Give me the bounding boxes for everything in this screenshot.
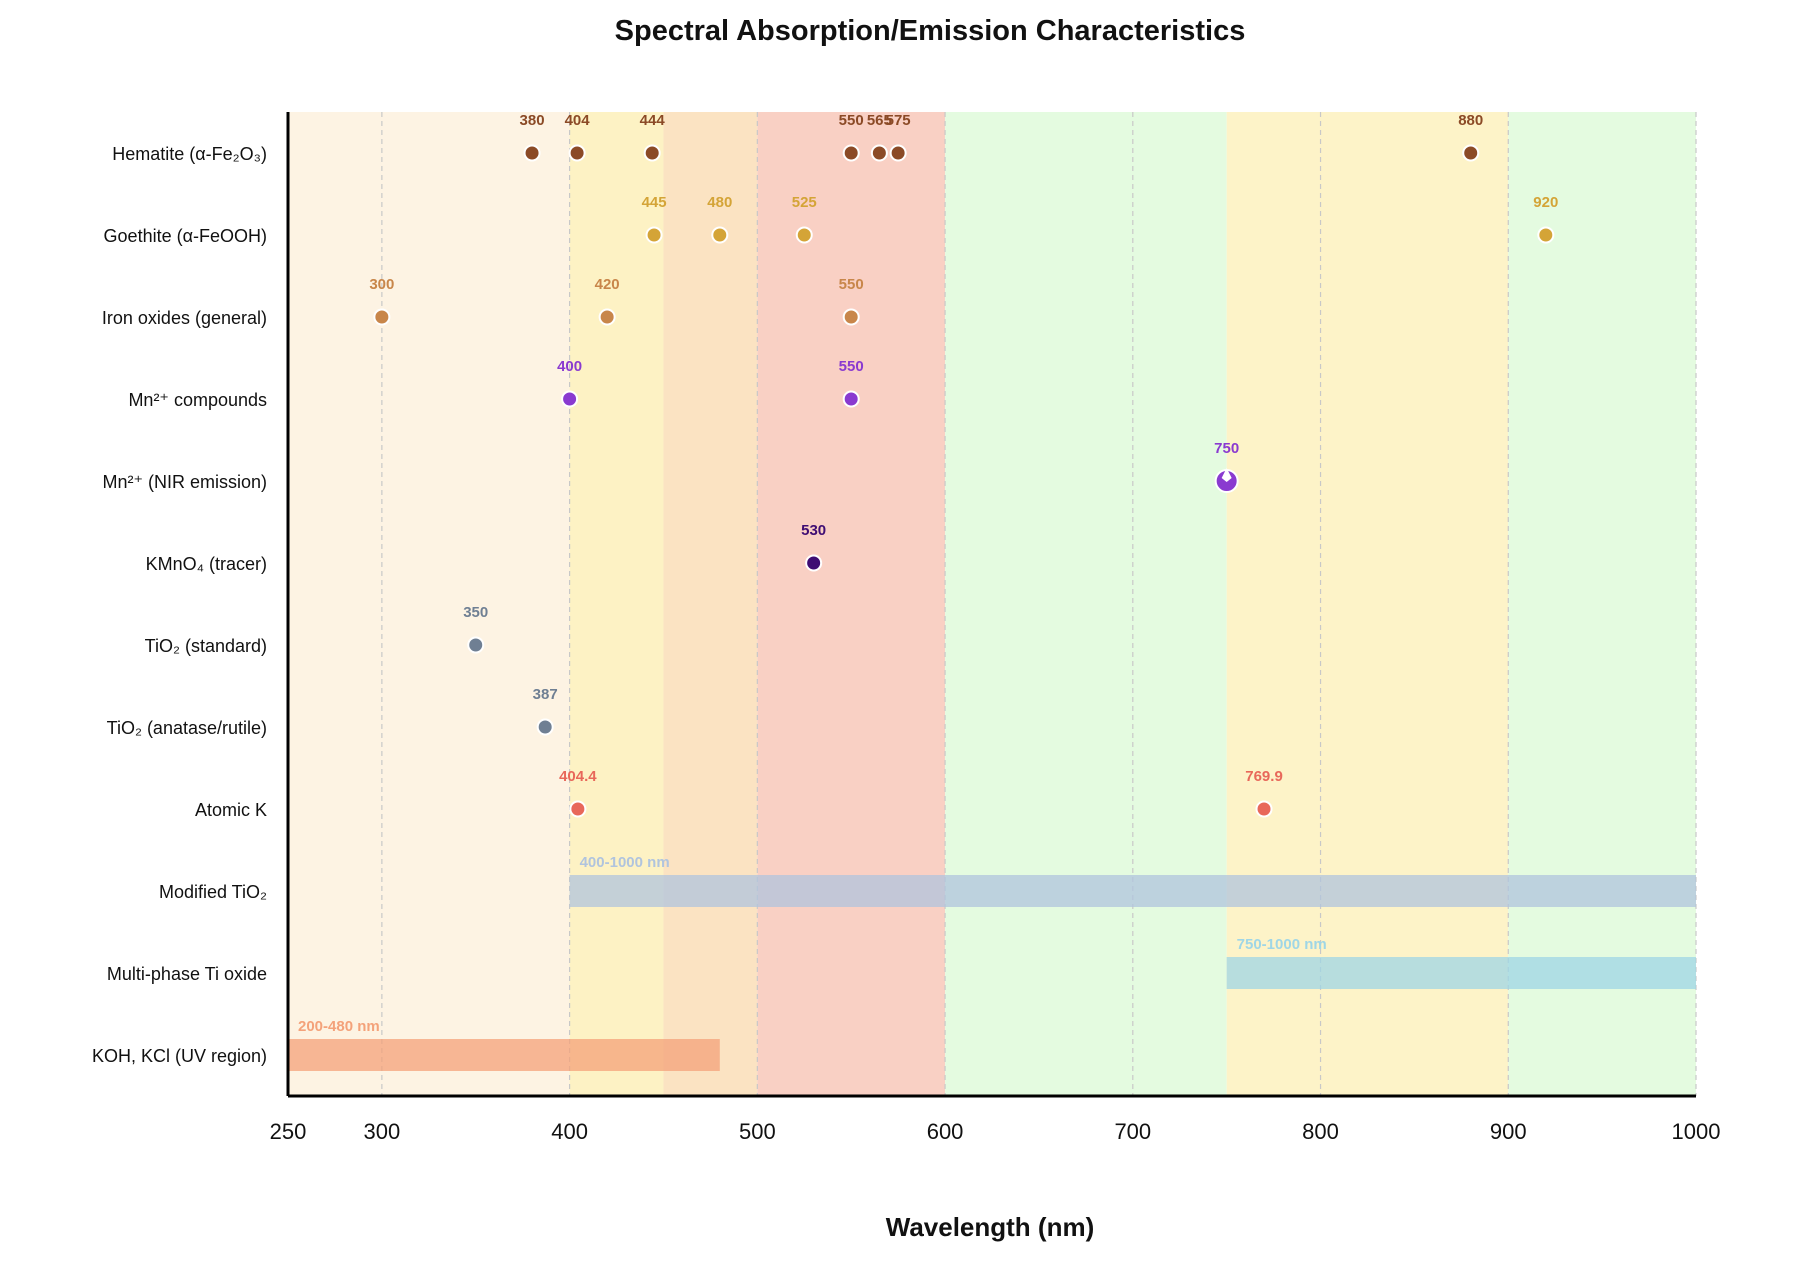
data-point-hematite-fe-o-4 <box>870 144 888 162</box>
data-point-goethite-feooh-3 <box>1537 226 1555 244</box>
data-label-hematite-fe-o-6: 880 <box>1458 112 1483 129</box>
data-point-hematite-fe-o-2 <box>643 144 661 162</box>
axes <box>286 112 1696 1098</box>
spectral-band-1 <box>569 112 664 1096</box>
data-label-kmno-tracer-0: 530 <box>801 522 826 539</box>
category-label-tio-anatase-rutile: TiO₂ (anatase/rutile) <box>107 718 267 738</box>
data-label-mn-nir-emission-0: 750 <box>1214 440 1239 457</box>
data-point-tio-standard-0 <box>467 636 485 654</box>
category-label-modified-tio: Modified TiO₂ <box>159 882 267 902</box>
data-point-atomic-k-1 <box>1255 800 1273 818</box>
chart-title: Spectral Absorption/Emission Characteris… <box>615 15 1246 47</box>
category-label-hematite-fe-o: Hematite (α-Fe₂O₃) <box>112 144 267 164</box>
category-label-atomic-k: Atomic K <box>195 800 267 820</box>
x-tick-label-800: 800 <box>1302 1119 1339 1144</box>
x-tick-label-250: 250 <box>270 1119 307 1144</box>
category-label-tio-standard: TiO₂ (standard) <box>145 636 267 656</box>
data-label-hematite-fe-o-5: 575 <box>886 112 911 129</box>
x-axis-title: Wavelength (nm) <box>886 1212 1094 1242</box>
background-bands <box>288 112 1696 1096</box>
data-point-atomic-k-0 <box>569 800 587 818</box>
gridlines <box>381 112 1697 1096</box>
x-tick-label-1000: 1000 <box>1672 1119 1721 1144</box>
data-point-hematite-fe-o-0 <box>523 144 541 162</box>
data-point-hematite-fe-o-3 <box>842 144 860 162</box>
data-point-hematite-fe-o-6 <box>1462 144 1480 162</box>
data-point-kmno-tracer-0 <box>805 554 823 572</box>
x-tick-label-600: 600 <box>927 1119 964 1144</box>
spectral-band-0 <box>288 112 570 1096</box>
category-label-multi-phase-ti-oxide: Multi-phase Ti oxide <box>107 964 267 984</box>
range-label-modified-tio: 400-1000 nm <box>580 854 670 871</box>
category-label-goethite-feooh: Goethite (α-FeOOH) <box>104 226 267 246</box>
data-point-goethite-feooh-0 <box>645 226 663 244</box>
spectral-band-4 <box>945 112 1227 1096</box>
data-label-tio-standard-0: 350 <box>463 604 488 621</box>
data-label-hematite-fe-o-2: 444 <box>640 112 666 129</box>
data-point-iron-oxides-general-2 <box>842 308 860 326</box>
category-label-kmno-tracer: KMnO₄ (tracer) <box>146 554 267 574</box>
data-label-atomic-k-0: 404.4 <box>559 768 597 785</box>
data-point-mn-compounds-0 <box>561 390 579 408</box>
spectral-band-3 <box>757 112 946 1096</box>
data-label-iron-oxides-general-0: 300 <box>369 276 394 293</box>
data-label-goethite-feooh-3: 920 <box>1533 194 1558 211</box>
range-label-multi-phase-ti-oxide: 750-1000 nm <box>1237 936 1327 953</box>
spectral-band-6 <box>1508 112 1696 1096</box>
data-point-iron-oxides-general-1 <box>598 308 616 326</box>
category-label-mn-compounds: Mn²⁺ compounds <box>128 390 267 410</box>
x-tick-label-300: 300 <box>364 1119 401 1144</box>
data-point-goethite-feooh-1 <box>711 226 729 244</box>
data-label-goethite-feooh-2: 525 <box>792 194 817 211</box>
data-point-tio-anatase-rutile-0 <box>536 718 554 736</box>
spectral-band-5 <box>1226 112 1509 1096</box>
x-tick-label-700: 700 <box>1114 1119 1151 1144</box>
spectral-band-2 <box>663 112 758 1096</box>
x-tick-label-500: 500 <box>739 1119 776 1144</box>
data-point-hematite-fe-o-5 <box>889 144 907 162</box>
axis-labels: 250 300 400 500 600 700 800 900 1000 Hematite (α-… <box>92 144 1721 1144</box>
data-label-atomic-k-1: 769.9 <box>1245 768 1283 785</box>
data-label-mn-compounds-1: 550 <box>839 358 864 375</box>
data-label-mn-compounds-0: 400 <box>557 358 582 375</box>
range-bar-koh-kcl-uv-region <box>288 1039 720 1071</box>
data-label-goethite-feooh-0: 445 <box>642 194 667 211</box>
star-highlight-mn-nir-emission-0 <box>1221 468 1232 482</box>
category-label-iron-oxides-general: Iron oxides (general) <box>102 308 267 328</box>
x-tick-label-400: 400 <box>551 1119 588 1144</box>
data-point-goethite-feooh-2 <box>795 226 813 244</box>
data-point-hematite-fe-o-1 <box>568 144 586 162</box>
data-label-tio-anatase-rutile-0: 387 <box>533 686 558 703</box>
category-label-mn-nir-emission: Mn²⁺ (NIR emission) <box>102 472 267 492</box>
range-label-koh-kcl-uv-region: 200-480 nm <box>298 1018 380 1035</box>
data-label-hematite-fe-o-4: 565 <box>867 112 892 129</box>
x-tick-label-900: 900 <box>1490 1119 1527 1144</box>
range-bar-multi-phase-ti-oxide <box>1226 957 1696 989</box>
data-label-goethite-feooh-1: 480 <box>707 194 732 211</box>
data-point-mn-compounds-1 <box>842 390 860 408</box>
data-label-hematite-fe-o-0: 380 <box>520 112 545 129</box>
data-label-hematite-fe-o-3: 550 <box>839 112 864 129</box>
data-label-iron-oxides-general-1: 420 <box>595 276 620 293</box>
data-label-hematite-fe-o-1: 404 <box>565 112 591 129</box>
category-label-koh-kcl-uv-region: KOH, KCl (UV region) <box>92 1046 267 1066</box>
data-label-iron-oxides-general-2: 550 <box>839 276 864 293</box>
range-bar-modified-tio <box>569 875 1696 907</box>
data-point-iron-oxides-general-0 <box>373 308 391 326</box>
